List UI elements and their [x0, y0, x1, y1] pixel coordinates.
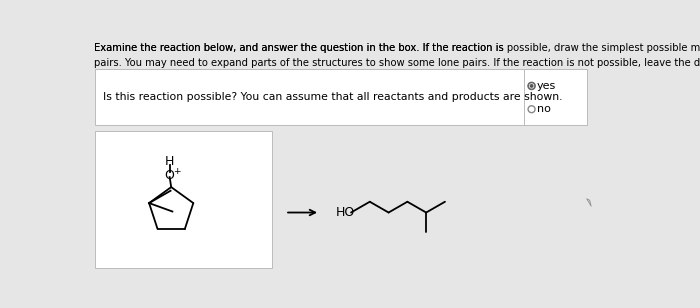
Text: Examine the reaction below, and answer the question in the box. If the reaction : Examine the reaction below, and answer t… [94, 43, 507, 53]
Text: Examine the reaction below, and answer the question in the box. If the reaction : Examine the reaction below, and answer t… [94, 43, 700, 53]
Text: Examine the reaction below, and answer the question in the box. If the reaction : Examine the reaction below, and answer t… [94, 43, 700, 67]
Text: HO: HO [335, 206, 355, 219]
Circle shape [530, 84, 533, 88]
Text: Is this reaction possible? You can assume that all reactants and products are sh: Is this reaction possible? You can assum… [103, 92, 563, 102]
Text: yes: yes [537, 81, 556, 91]
Text: no: no [537, 104, 551, 114]
Polygon shape [587, 199, 592, 206]
Text: H: H [165, 155, 174, 168]
Bar [95, 69, 587, 125]
Bar [95, 131, 272, 268]
Text: O: O [164, 169, 174, 182]
Circle shape [528, 106, 535, 113]
Text: +: + [174, 167, 181, 176]
Circle shape [528, 83, 535, 89]
